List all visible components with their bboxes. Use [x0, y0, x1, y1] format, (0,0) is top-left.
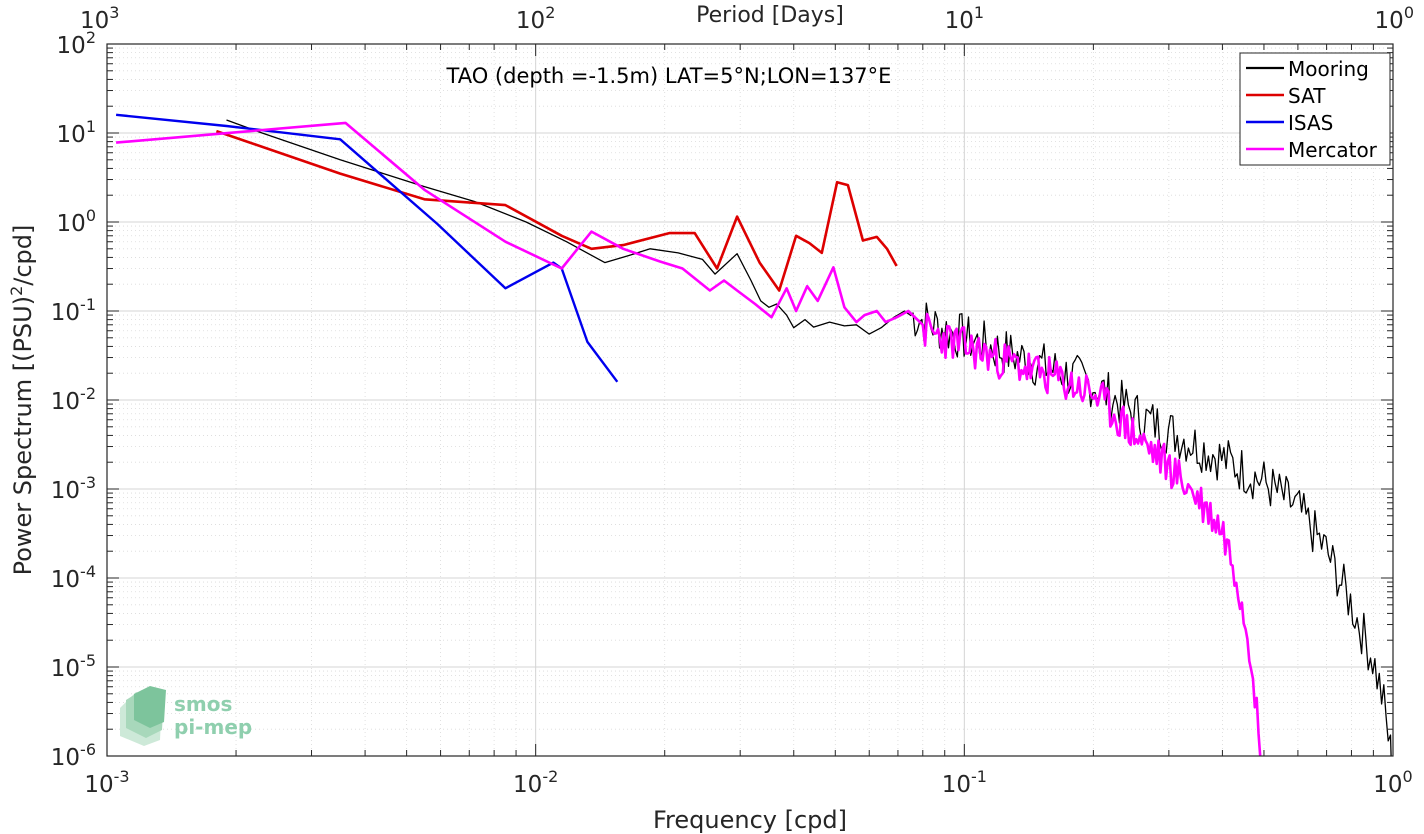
- x-tick-label: 10-3: [84, 767, 129, 798]
- logo-text-pi-mep: pi-mep: [174, 715, 252, 739]
- y-axis-label-tail: /cpd]: [9, 225, 37, 286]
- legend-label-sat: SAT: [1288, 84, 1326, 108]
- y-tick-label: 100: [57, 206, 96, 237]
- x-axis-label: Frequency [cpd]: [653, 806, 847, 834]
- y-axis-label-main: Power Spectrum [(PSU): [9, 296, 37, 575]
- series-layer: [115, 113, 1392, 757]
- top-tick-label: 101: [945, 3, 984, 34]
- legend: Mooring SAT ISAS Mercator: [1239, 52, 1391, 166]
- x-tick-label: 100: [1373, 767, 1412, 798]
- top-axis-label: Period [Days]: [696, 3, 844, 28]
- x-tick-label: 10-2: [513, 767, 558, 798]
- y-tick-label: 10-1: [51, 295, 96, 326]
- tick-marks: [106, 43, 1394, 757]
- series-line-sat: [215, 129, 898, 292]
- y-tick-label: 10-5: [51, 651, 96, 682]
- y-tick-label: 10-4: [51, 562, 96, 593]
- top-tick-label: 102: [516, 3, 555, 34]
- legend-label-isas: ISAS: [1288, 111, 1333, 135]
- y-tick-label: 101: [57, 117, 96, 148]
- smos-pi-mep-logo: smos pi-mep: [120, 686, 252, 746]
- logo-text-smos: smos: [174, 692, 232, 716]
- chart-title: TAO (depth =-1.5m) LAT=5°N;LON=137°E: [446, 64, 892, 88]
- series-line-mercator: [115, 121, 1262, 757]
- y-axis-label: Power Spectrum [(PSU)2/cpd]: [7, 225, 37, 576]
- y-axis-label-superscript: 2: [7, 286, 26, 296]
- y-tick-label: 102: [57, 28, 96, 59]
- legend-box: [1239, 52, 1391, 166]
- tick-labels: 10-3 10-2 10-1 100 10-6 10-5 10-4 10-3 10-2 10-1 1…: [51, 3, 1414, 798]
- y-tick-label: 10-2: [51, 384, 96, 415]
- top-tick-label: 100: [1375, 3, 1414, 34]
- y-tick-label: 10-6: [51, 740, 96, 771]
- y-tick-label: 10-3: [51, 473, 96, 504]
- legend-label-mercator: Mercator: [1288, 138, 1378, 162]
- legend-label-mooring: Mooring: [1288, 57, 1369, 81]
- x-tick-label: 10-1: [942, 767, 987, 798]
- top-tick-label: 103: [80, 3, 119, 34]
